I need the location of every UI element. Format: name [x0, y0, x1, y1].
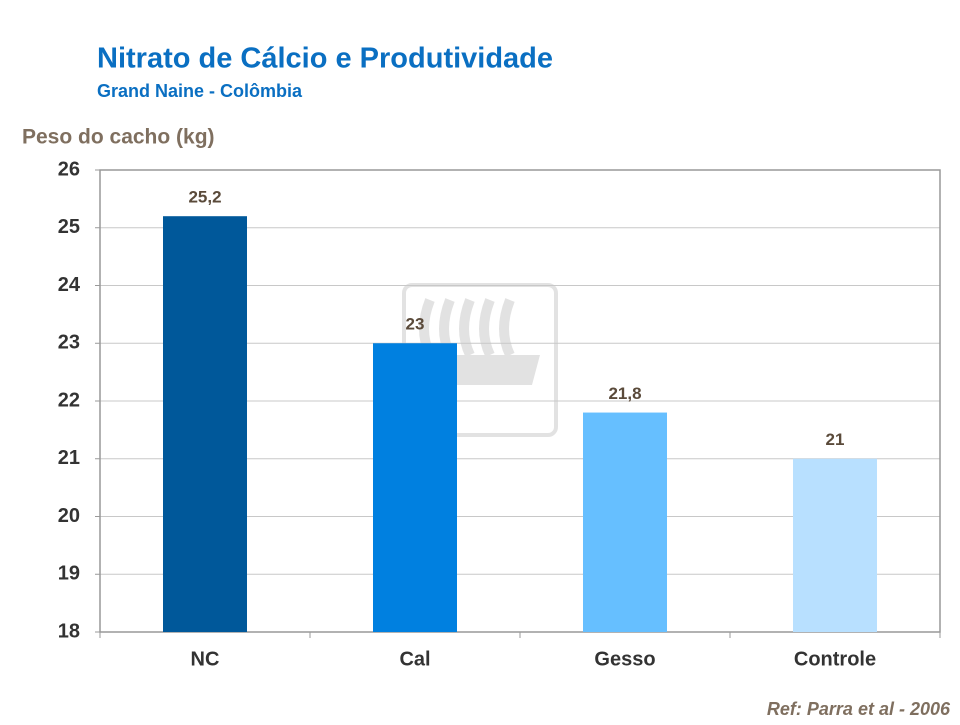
bar [373, 343, 457, 632]
x-tick-label: Gesso [594, 648, 655, 670]
value-label: 21,8 [608, 384, 641, 403]
value-label: 21 [826, 430, 845, 449]
y-tick-label: 24 [58, 274, 81, 296]
chart-subtitle: Grand Naine - Colômbia [97, 81, 303, 101]
y-tick-label: 20 [58, 505, 80, 527]
y-tick-label: 22 [58, 389, 80, 411]
value-label: 23 [406, 315, 425, 334]
y-axis-label: Peso do cacho (kg) [22, 126, 215, 149]
y-tick-label: 23 [58, 332, 80, 354]
bar [163, 216, 247, 632]
y-tick-label: 26 [58, 158, 80, 180]
y-tick-label: 18 [58, 620, 80, 642]
chart-title: Nitrato de Cálcio e Produtividade [97, 43, 553, 75]
x-tick-label: Controle [794, 648, 876, 670]
y-tick-label: 25 [58, 216, 80, 238]
y-tick-label: 21 [58, 447, 80, 469]
x-tick-label: NC [191, 648, 220, 670]
x-tick-label: Cal [399, 648, 430, 670]
value-label: 25,2 [188, 188, 221, 207]
note: Ref: Parra et al - 2006 [767, 699, 951, 719]
y-tick-label: 19 [58, 563, 80, 585]
bar [793, 458, 877, 632]
bar [583, 412, 667, 632]
